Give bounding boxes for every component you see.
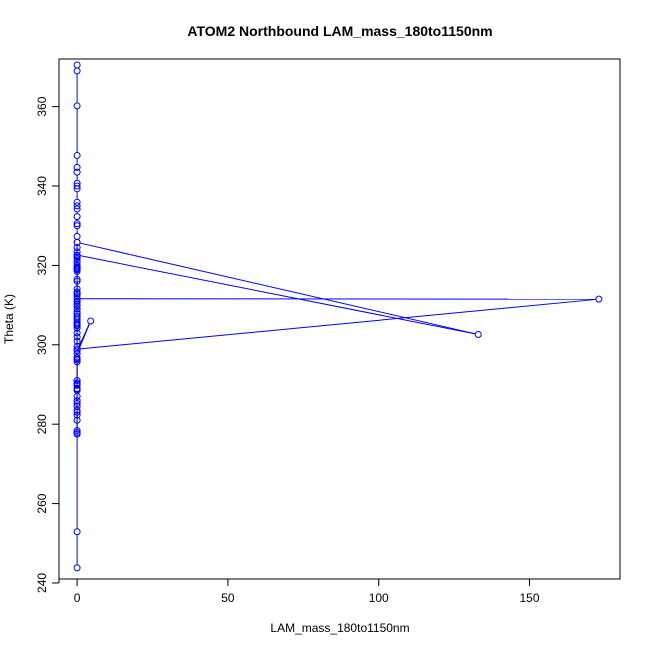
data-point (73, 300, 81, 308)
data-point (73, 213, 81, 221)
plot-area-frame (58, 58, 621, 580)
data-point (73, 244, 81, 252)
data-point (73, 277, 81, 285)
y-axis-label: Theta (K) (2, 294, 16, 344)
data-point (73, 416, 81, 424)
data-point (73, 342, 81, 350)
data-point (73, 337, 81, 345)
data-point (73, 232, 81, 240)
y-tick-label: 340 (35, 176, 49, 196)
data-point (73, 182, 81, 190)
data-point (73, 275, 81, 283)
chart-title: ATOM2 Northbound LAM_mass_180to1150nm (187, 23, 492, 39)
data-point (73, 305, 81, 313)
data-point (595, 295, 603, 303)
data-point (73, 430, 81, 438)
plot-layer (73, 61, 603, 572)
data-point (474, 330, 482, 338)
data-point (73, 102, 81, 110)
data-point (73, 358, 81, 366)
data-point (73, 198, 81, 206)
data-point (73, 248, 81, 256)
y-tick-label: 360 (35, 96, 49, 116)
data-point (73, 290, 81, 298)
series-line-segment (79, 242, 476, 335)
data-point (73, 251, 81, 259)
data-point (73, 238, 81, 246)
y-tick-label: 240 (35, 573, 49, 593)
data-point (73, 168, 81, 176)
y-tick-label: 300 (35, 334, 49, 354)
y-tick-label: 280 (35, 414, 49, 434)
data-point (73, 528, 81, 536)
data-point (73, 564, 81, 572)
series-line-segment (80, 298, 596, 350)
data-point (73, 397, 81, 405)
series-line-segment (79, 255, 476, 335)
data-point (73, 310, 81, 318)
data-point (73, 355, 81, 363)
data-point (73, 202, 81, 210)
data-point (73, 185, 81, 193)
data-point (73, 406, 81, 414)
data-point (73, 61, 81, 69)
data-point (73, 377, 81, 385)
y-tick-label: 260 (35, 493, 49, 513)
x-tick-label: 150 (520, 591, 540, 605)
data-point (73, 320, 81, 328)
data-point (73, 265, 81, 273)
data-point (73, 151, 81, 159)
data-point (73, 220, 81, 228)
data-point (73, 297, 81, 305)
y-tick-label: 320 (35, 255, 49, 275)
data-point (73, 205, 81, 213)
data-point (73, 333, 81, 341)
data-point (87, 317, 95, 325)
x-axis-label: LAM_mass_180to1150nm (270, 621, 409, 635)
data-point (73, 253, 81, 261)
x-axis: 0 50 100 150 (74, 578, 540, 605)
data-point (73, 400, 81, 408)
x-tick-label: 0 (74, 591, 81, 605)
data-point (73, 163, 81, 171)
data-point (73, 222, 81, 230)
x-tick-label: 100 (369, 591, 389, 605)
data-point (73, 386, 81, 394)
x-tick-label: 50 (221, 591, 235, 605)
y-axis: 240 260 280 300 320 340 360 (35, 96, 60, 593)
data-point (73, 411, 81, 419)
data-point (73, 67, 81, 75)
data-point (73, 347, 81, 355)
data-point (73, 329, 81, 337)
data-point (73, 285, 81, 293)
data-point (73, 408, 81, 416)
data-point (73, 322, 81, 330)
data-point (73, 427, 81, 435)
